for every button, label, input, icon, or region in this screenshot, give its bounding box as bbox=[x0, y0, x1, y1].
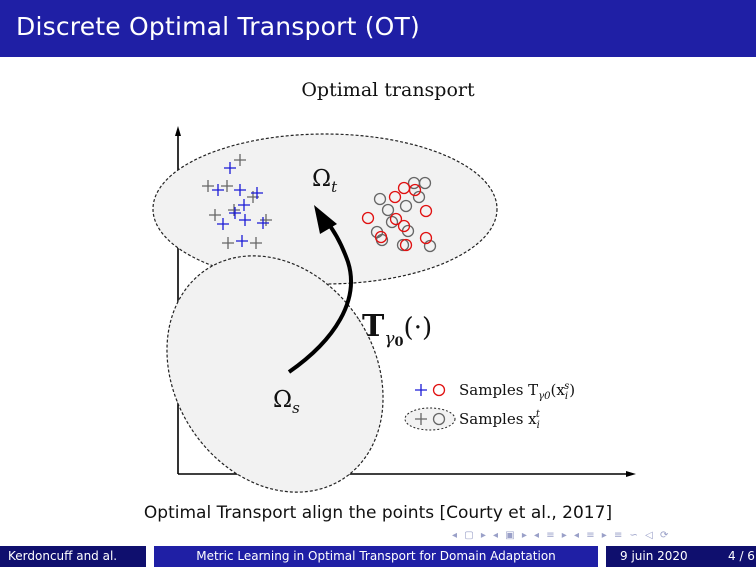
beamer-navigation-symbols[interactable]: ◂ ▢ ▸ ◂ ▣ ▸ ◂ ≡ ▸ ◂ ≡ ▸ ≡ ∽ ◁ ⟳ bbox=[452, 530, 671, 541]
figure-heading: Optimal transport bbox=[301, 79, 475, 101]
y-axis-arrow bbox=[175, 126, 181, 136]
source-domain-ellipse bbox=[166, 255, 384, 493]
slide-title: Discrete Optimal Transport (OT) bbox=[16, 12, 420, 41]
target-domain-label: Ωt bbox=[312, 166, 338, 196]
slide-caption: Optimal Transport align the points [Cour… bbox=[143, 503, 613, 523]
legend-symbol-original bbox=[404, 407, 456, 431]
legend: Samples Tγ0(xis) Samples xit bbox=[404, 381, 575, 431]
x-axis-arrow bbox=[626, 471, 636, 477]
footer-page-number: 4 / 6 bbox=[728, 549, 755, 563]
footer-bar: Kerdoncuff and al. Metric Learning in Op… bbox=[0, 546, 756, 567]
footer-date-page: 9 juin 2020 4 / 6 bbox=[606, 546, 756, 567]
cross-markers bbox=[202, 154, 272, 249]
footer-gap bbox=[146, 546, 154, 567]
transport-map-label: Tγ0(·) bbox=[362, 309, 432, 350]
target-domain-ellipse bbox=[152, 133, 498, 285]
source-domain-label: Ωs bbox=[273, 387, 300, 417]
footer-date: 9 juin 2020 bbox=[620, 549, 688, 563]
ot-figure: Optimal transport bbox=[152, 79, 636, 493]
legend-symbol-transported bbox=[415, 383, 446, 397]
slide-title-bar: Discrete Optimal Transport (OT) bbox=[0, 0, 756, 57]
footer-author: Kerdoncuff and al. bbox=[0, 546, 146, 567]
legend-label-transported: Samples Tγ0(xis) bbox=[459, 381, 575, 402]
transport-arrowhead bbox=[314, 205, 337, 234]
footer-talk-title: Metric Learning in Optimal Transport for… bbox=[154, 546, 598, 567]
legend-label-original: Samples xit bbox=[459, 409, 541, 431]
footer-gap bbox=[598, 546, 606, 567]
circle-markers bbox=[361, 176, 437, 253]
transport-arrow bbox=[287, 220, 353, 374]
